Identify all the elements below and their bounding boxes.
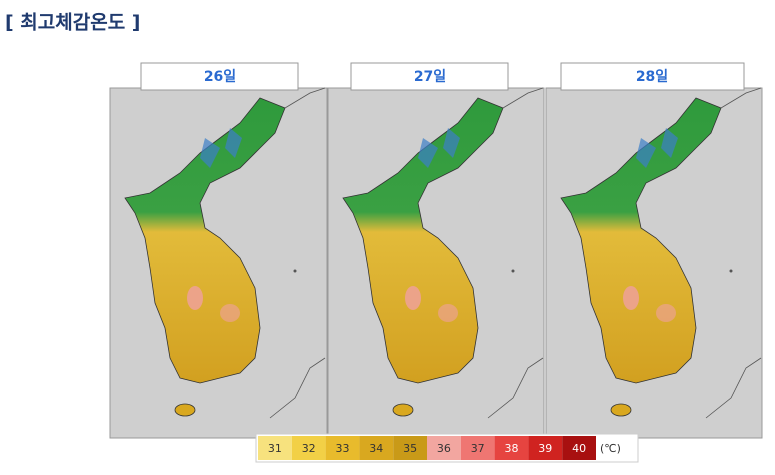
legend-swatch bbox=[258, 436, 292, 460]
legend-label: 36 bbox=[437, 442, 451, 455]
legend-swatch bbox=[427, 436, 461, 460]
legend-label: 31 bbox=[268, 442, 282, 455]
panel-label-box bbox=[350, 62, 509, 91]
legend-swatch bbox=[393, 436, 427, 460]
legend-swatch bbox=[494, 436, 529, 460]
panel-label: 27일 bbox=[414, 69, 446, 85]
legend-label: 39 bbox=[538, 442, 552, 455]
legend-swatch bbox=[359, 436, 394, 460]
legend-swatch bbox=[528, 436, 563, 460]
legend-swatch bbox=[562, 436, 596, 460]
title: [ 최고체감온도 ] bbox=[5, 12, 140, 34]
legend-swatch bbox=[291, 436, 326, 460]
legend-swatch bbox=[460, 436, 495, 460]
panel-label-box bbox=[140, 62, 299, 91]
panel-label-box bbox=[560, 62, 745, 91]
legend-label: 33 bbox=[336, 442, 350, 455]
legend-label: 40 bbox=[572, 442, 586, 455]
legend-label: 35 bbox=[403, 442, 417, 455]
legend-unit: (℃) bbox=[600, 442, 621, 455]
legend: 31 32 33 34 35 36 37 38 39 40 (℃) bbox=[255, 433, 639, 463]
legend-label: 32 bbox=[302, 442, 316, 455]
panel-label: 28일 bbox=[636, 69, 668, 85]
legend-swatch bbox=[325, 436, 360, 460]
map-panels bbox=[109, 87, 763, 439]
panel-label: 26일 bbox=[204, 69, 236, 85]
legend-label: 34 bbox=[369, 442, 383, 455]
legend-label: 37 bbox=[471, 442, 485, 455]
legend-label: 38 bbox=[505, 442, 519, 455]
